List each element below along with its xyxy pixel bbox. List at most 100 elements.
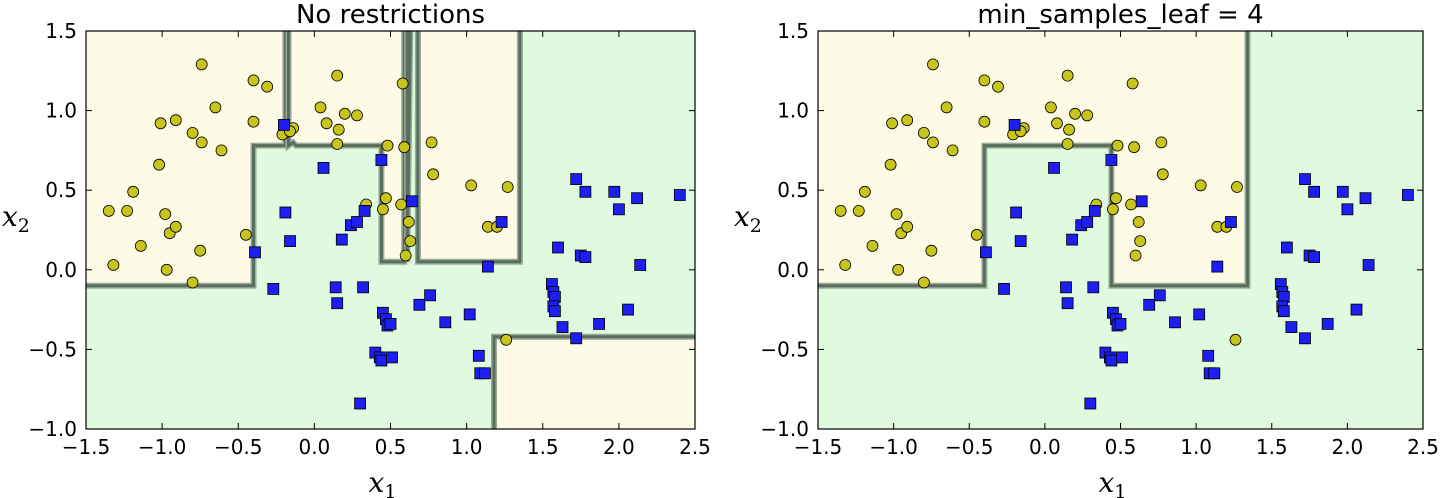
chart-b-point-class0-11 — [901, 114, 914, 127]
chart-a-point-class0-6 — [154, 117, 167, 130]
chart-a-point-class0-45 — [465, 179, 478, 192]
chart-b-point-class0-32 — [1081, 109, 1094, 122]
chart-b-point-class0-15 — [927, 58, 939, 71]
chart-b-point-class0-1 — [839, 259, 852, 271]
chart-a-point-class0-48 — [501, 181, 514, 193]
chart-a-ytick-label: −1.0 — [28, 417, 77, 441]
chart-a-point-class0-36 — [381, 139, 394, 152]
chart-b-xtick-label: 1.5 — [1256, 435, 1288, 459]
chart-a-point-class0-28 — [331, 138, 344, 150]
chart-a-point-class1-22 — [386, 351, 398, 364]
chart-b-point-class1-7 — [1061, 297, 1074, 310]
chart-a-point-class1-43 — [593, 317, 605, 330]
chart-b-point-class1-28 — [1202, 349, 1215, 362]
chart-b-point-class0-10 — [901, 220, 914, 233]
chart-a-point-class0-22 — [261, 80, 274, 93]
chart-a-point-class1-39 — [570, 332, 583, 345]
chart-b-point-class0-12 — [918, 126, 930, 139]
chart-b-point-class0-22 — [992, 80, 1004, 93]
chart-b-point-class1-38 — [1299, 173, 1311, 186]
chart-a-point-class0-0 — [102, 204, 115, 217]
chart-b-point-class0-20 — [978, 115, 991, 128]
chart-a-point-class1-48 — [634, 259, 647, 271]
chart-b-ytick-label: 0.0 — [777, 258, 809, 282]
chart-a-ylabel-subscript: 2 — [18, 215, 30, 237]
chart-a-ytick-label: 1.5 — [45, 19, 77, 43]
chart-a-point-class1-27 — [463, 308, 476, 321]
chart-b-point-class1-31 — [1211, 260, 1224, 273]
chart-a-ylabel: x2 — [2, 200, 30, 237]
chart-a-point-class0-35 — [379, 192, 392, 205]
chart-a-point-class1-16 — [375, 354, 388, 367]
chart-b-point-class1-42 — [1308, 251, 1320, 264]
chart-b-point-class0-7 — [890, 208, 903, 221]
chart-b-point-class1-48 — [1362, 259, 1375, 271]
chart-b-point-class1-36 — [1281, 241, 1293, 254]
chart-a-point-class0-32 — [351, 109, 363, 122]
chart-a-point-class0-16 — [195, 136, 208, 149]
chart-a-xlabel: x1 — [369, 466, 397, 498]
chart-b-ytick-label: 1.0 — [777, 99, 809, 123]
chart-b-point-class0-8 — [892, 263, 905, 276]
chart-b-ytick-label: 0.5 — [777, 178, 809, 202]
chart-a-point-class1-38 — [570, 173, 583, 186]
chart-a-boundary-4 — [492, 335, 695, 429]
chart-a-point-class0-44 — [427, 168, 440, 181]
right-chart-panel: −1.5 −1.0 −0.5 0.0 0.5 1.0 1.5 2.0 2.5−1.0−0.50.… — [734, 0, 1439, 498]
chart-a-point-class1-32 — [495, 216, 508, 228]
chart-a-point-class1-7 — [331, 297, 344, 310]
chart-a-xtick-label: 2.5 — [679, 435, 711, 459]
chart-a-point-class0-42 — [404, 235, 417, 248]
chart-b-point-class1-41 — [1308, 185, 1320, 198]
chart-b-point-class0-18 — [946, 144, 959, 157]
chart-b-point-class1-49 — [1402, 189, 1414, 201]
chart-a-xtick-label: 0.0 — [298, 435, 330, 459]
chart-a-point-class1-3 — [279, 206, 292, 219]
chart-a-point-class1-42 — [579, 251, 592, 264]
chart-a-xtick-label: 2.0 — [603, 435, 635, 459]
chart-a-point-class0-26 — [314, 101, 327, 114]
chart-b-point-class0-5 — [884, 158, 897, 171]
chart-b-ytick-label: −0.5 — [760, 337, 809, 361]
chart-a-point-class0-38 — [396, 77, 409, 90]
chart-b-xtick-label: 1.0 — [1180, 435, 1212, 459]
chart-a-point-class1-8 — [335, 233, 348, 246]
chart-a-point-class1-21 — [384, 317, 397, 330]
chart-a-point-class1-0 — [249, 246, 261, 259]
chart-a-point-class1-6 — [329, 281, 342, 294]
chart-b-xlabel: x1 — [1099, 466, 1127, 498]
chart-b-point-class0-26 — [1045, 101, 1057, 114]
chart-a-region-class0-2 — [417, 31, 520, 262]
chart-b-point-class0-28 — [1061, 138, 1074, 150]
chart-b-point-class1-8 — [1066, 233, 1078, 246]
chart-a-point-class1-17 — [375, 154, 388, 166]
chart-b-point-class1-43 — [1321, 317, 1334, 330]
chart-a-point-class0-43 — [425, 136, 438, 149]
chart-a-ytick-label: 0.0 — [45, 258, 77, 282]
chart-a-point-class0-49 — [500, 333, 513, 346]
chart-b-point-class0-48 — [1231, 181, 1243, 193]
chart-a-xtick-label: 1.0 — [451, 435, 483, 459]
chart-b-title: min_samples_leaf = 4 — [977, 0, 1263, 30]
chart-a-boundary-0 — [86, 31, 287, 288]
chart-a-point-class1-46 — [622, 303, 634, 316]
chart-a-point-class1-5 — [317, 161, 330, 174]
chart-b-point-class0-16 — [927, 136, 939, 149]
chart-b-point-class0-17 — [940, 101, 953, 114]
chart-b-ylabel: x2 — [734, 200, 762, 237]
chart-b-xtick-label: −0.5 — [945, 435, 994, 459]
chart-b-ytick-label: −1.0 — [760, 417, 809, 441]
chart-b-point-class1-47 — [1359, 192, 1372, 205]
chart-b-point-class0-38 — [1126, 77, 1139, 90]
chart-b-point-class0-41 — [1132, 216, 1145, 228]
chart-a-boundary-2 — [405, 31, 412, 262]
chart-b-point-class1-30 — [1208, 367, 1221, 380]
chart-a-ytick-label: 0.5 — [45, 178, 77, 202]
chart-a-point-class0-12 — [186, 126, 199, 139]
chart-a-ytick-label: −0.5 — [28, 337, 77, 361]
chart-a-point-class0-3 — [127, 185, 140, 198]
chart-b-point-class1-46 — [1350, 303, 1363, 316]
chart-b-point-class0-45 — [1194, 179, 1207, 192]
chart-a-region-class0-1 — [285, 31, 405, 262]
